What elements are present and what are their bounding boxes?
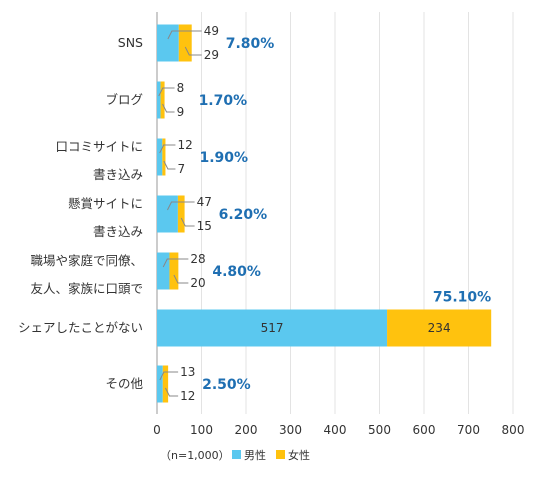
- leader-line: [165, 387, 179, 397]
- leader-line: [162, 258, 189, 268]
- bar-male: [157, 195, 178, 233]
- bar-female: [162, 365, 169, 403]
- leader-line: [167, 201, 195, 211]
- sample-size-note: （n=1,000）: [160, 449, 230, 462]
- value-label-female: 7: [177, 162, 185, 176]
- value-label-female: 20: [190, 276, 205, 290]
- legend-swatch-male: [232, 450, 241, 459]
- value-label-male: 12: [177, 138, 192, 152]
- value-label-female: 29: [204, 48, 219, 62]
- legend: （n=1,000） 男性 女性: [160, 448, 310, 462]
- x-tick-label: 300: [279, 423, 302, 437]
- category-label: その他: [105, 376, 143, 391]
- category-label: 職場や家庭で同僚、友人、家族に口頭で: [30, 253, 143, 296]
- category-label-line: 職場や家庭で同僚、: [30, 253, 143, 268]
- category-label: シェアしたことがない: [18, 320, 143, 335]
- leader-line: [158, 87, 175, 97]
- value-label-male: 517: [261, 321, 284, 335]
- bar-male: [157, 81, 161, 119]
- bar-female: [162, 138, 166, 176]
- bar-female: [169, 252, 179, 290]
- category-label-line: 書き込み: [93, 224, 143, 239]
- leader-line: [173, 274, 189, 284]
- percentage-label: 1.70%: [199, 93, 248, 109]
- leader-line: [167, 30, 202, 40]
- legend-swatch-female: [276, 450, 285, 459]
- bar-male: [157, 252, 170, 290]
- percentage-label: 7.80%: [226, 36, 275, 52]
- category-label-line: 友人、家族に口頭で: [30, 281, 143, 296]
- value-label-male: 28: [190, 252, 205, 266]
- leader-line: [180, 217, 195, 227]
- legend-label-female: 女性: [288, 448, 310, 462]
- category-label-line: 書き込み: [93, 167, 143, 182]
- leader-line: [162, 103, 175, 113]
- x-tick-label: 400: [324, 423, 347, 437]
- x-tick-label: 800: [502, 423, 525, 437]
- bar-female: [177, 195, 185, 233]
- bar-male: [157, 24, 179, 62]
- bar-male: [157, 138, 163, 176]
- category-label-line: 口コミサイトに: [55, 139, 143, 154]
- x-axis: 0 100 200 300 400 500 600 700 800: [153, 423, 524, 437]
- leader-line: [184, 46, 202, 56]
- x-tick-label: 500: [368, 423, 391, 437]
- value-label-male: 13: [180, 365, 195, 379]
- percentage-label: 4.80%: [212, 264, 261, 280]
- labels: SNS 49 29 7.80% ブログ 8 9 1.70% 口コミサイトに書き込み 12 7 1.90…: [18, 24, 491, 403]
- x-tick-label: 100: [190, 423, 213, 437]
- grid-lines: [156, 12, 514, 414]
- bar-female: [178, 24, 192, 62]
- bar-male: [157, 309, 388, 347]
- legend-label-male: 男性: [244, 448, 266, 462]
- x-tick-label: 0: [153, 423, 161, 437]
- x-tick-label: 700: [457, 423, 480, 437]
- bar-female: [160, 81, 165, 119]
- category-label: 口コミサイトに書き込み: [55, 139, 143, 182]
- value-label-male: 8: [177, 81, 185, 95]
- category-label: ブログ: [105, 92, 143, 107]
- percentage-label: 6.20%: [219, 207, 268, 223]
- leader-line: [163, 160, 176, 170]
- bar-male: [157, 365, 163, 403]
- value-label-female: 12: [180, 389, 195, 403]
- x-tick-label: 200: [235, 423, 258, 437]
- leader-line: [159, 371, 179, 381]
- category-label: 懸賞サイトに書き込み: [68, 196, 143, 239]
- bars: [157, 24, 492, 403]
- value-label-male: 49: [204, 24, 219, 38]
- percentage-label: 1.90%: [199, 150, 248, 166]
- value-label-male: 47: [197, 195, 212, 209]
- category-label: SNS: [118, 35, 143, 50]
- value-label-female: 15: [197, 219, 212, 233]
- percentage-label: 2.50%: [202, 377, 251, 393]
- leader-line: [159, 144, 176, 154]
- bar-female: [387, 309, 492, 347]
- x-tick-label: 600: [413, 423, 436, 437]
- percentage-label: 75.10%: [433, 290, 491, 306]
- value-label-female: 234: [428, 321, 451, 335]
- category-label-line: 懸賞サイトに: [68, 196, 143, 211]
- value-label-female: 9: [177, 105, 185, 119]
